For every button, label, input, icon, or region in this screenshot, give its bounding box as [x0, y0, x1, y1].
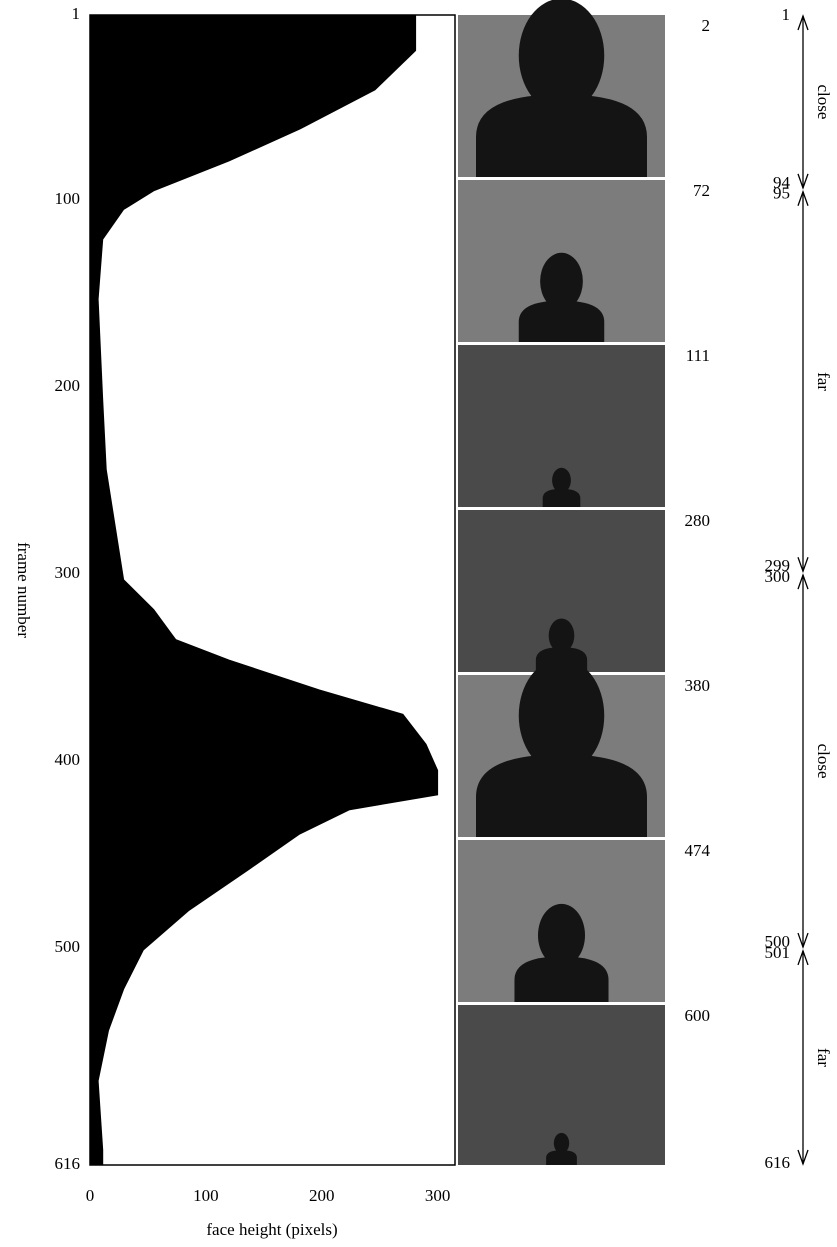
y-axis-title: face height (pixels)	[206, 1220, 337, 1239]
thumbnail	[458, 345, 665, 507]
segment-start-label: 501	[765, 943, 791, 962]
height-tick-label: 0	[86, 1186, 95, 1205]
frame-tick-label: 500	[55, 937, 81, 956]
frame-tick-label: 1	[72, 4, 81, 23]
silhouette-head	[519, 0, 605, 113]
thumbnail-frame-label: 600	[685, 1006, 711, 1025]
thumbnail	[458, 510, 665, 672]
figure: frame number face height (pixels) 110020…	[0, 0, 837, 1247]
silhouette-head	[519, 659, 605, 773]
thumbnail-frame-label: 280	[685, 511, 711, 530]
height-tick-label: 300	[425, 1186, 451, 1205]
thumbnail-frame-label: 111	[686, 346, 710, 365]
silhouette-head	[540, 253, 583, 310]
silhouette-head	[554, 1133, 569, 1154]
segment-label: close	[814, 84, 833, 119]
segment-start-label: 95	[773, 184, 790, 203]
frame-tick-label: 200	[55, 376, 81, 395]
thumbnail	[458, 659, 665, 837]
height-tick-label: 200	[309, 1186, 335, 1205]
segment-label: far	[814, 372, 833, 391]
segment-start-label: 1	[782, 5, 791, 24]
thumbnail	[458, 1005, 665, 1165]
segment-end-label: 616	[765, 1153, 791, 1172]
segment-start-label: 300	[765, 567, 791, 586]
segment-label: close	[814, 744, 833, 779]
silhouette-head	[538, 904, 585, 967]
thumbnail-frame-label: 2	[702, 16, 711, 35]
frame-tick-label: 300	[55, 563, 81, 582]
silhouette-head	[549, 618, 575, 652]
thumbnail-frame-label: 474	[685, 841, 711, 860]
frame-tick-label: 616	[55, 1154, 81, 1173]
x-axis-title: frame number	[14, 542, 33, 638]
silhouette-head	[552, 468, 571, 493]
thumbnail	[458, 180, 665, 342]
thumbnail-frame-label: 72	[693, 181, 710, 200]
thumbnail	[458, 840, 665, 1002]
area	[90, 15, 438, 1165]
frame-tick-label: 100	[55, 189, 81, 208]
thumbnail	[458, 0, 665, 177]
segment-label: far	[814, 1048, 833, 1067]
frame-tick-label: 400	[55, 750, 81, 769]
height-tick-label: 100	[193, 1186, 219, 1205]
thumbnail-frame-label: 380	[685, 676, 711, 695]
